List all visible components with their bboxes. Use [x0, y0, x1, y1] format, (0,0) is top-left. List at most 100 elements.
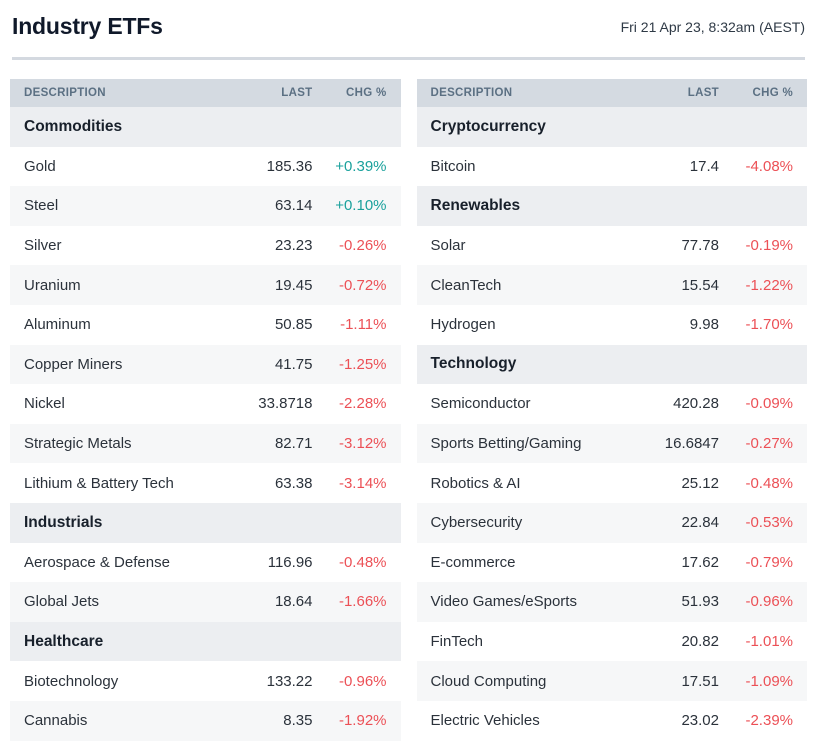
chg-value: -0.09%: [719, 384, 807, 424]
table-header-row: DESCRIPTION LAST CHG %: [416, 79, 807, 107]
table-row: Solar 77.78 -0.19%: [416, 225, 807, 266]
instrument-name: Uranium: [10, 265, 231, 305]
column-header-description: DESCRIPTION: [10, 79, 231, 107]
section-empty-last: [230, 621, 313, 662]
table-row: Lithium & Battery Tech 63.38 -3.14%: [10, 463, 401, 503]
table-row: Hydrogen 9.98 -1.70%: [416, 304, 807, 345]
instrument-name: Lithium & Battery Tech: [10, 463, 231, 503]
column-header-chg: CHG %: [312, 79, 401, 107]
last-value: 51.93: [637, 582, 719, 622]
instrument-name: E-commerce: [416, 542, 637, 583]
chg-value: -0.27%: [719, 423, 807, 464]
instrument-name: Cannabis: [10, 700, 231, 741]
table-row: Gold 185.36 +0.39%: [10, 146, 401, 187]
section-label: Healthcare: [10, 621, 231, 662]
table-row: E-commerce 17.62 -0.79%: [416, 542, 807, 583]
last-value: 63.38: [230, 463, 313, 503]
table-header-row: DESCRIPTION LAST CHG %: [10, 79, 401, 107]
instrument-name: FinTech: [416, 621, 637, 662]
last-value: 82.71: [230, 423, 313, 464]
section-label: Technology: [416, 344, 637, 385]
page-title: Industry ETFs: [12, 13, 163, 39]
table-row: Uranium 19.45 -0.72%: [10, 265, 401, 305]
table-row: Steel 63.14 +0.10%: [10, 186, 401, 226]
table-row: Global Jets 18.64 -1.66%: [10, 582, 401, 622]
last-value: 23.02: [637, 700, 719, 741]
table-row: Cloud Computing 17.51 -1.09%: [416, 661, 807, 701]
table-row: Bitcoin 17.4 -4.08%: [416, 146, 807, 187]
instrument-name: Electric Vehicles: [416, 700, 637, 741]
last-value: 25.12: [637, 463, 719, 503]
table-row: Cannabis 8.35 -1.92%: [10, 700, 401, 741]
chg-value: -0.48%: [312, 542, 401, 583]
table-row: Copper Miners 41.75 -1.25%: [10, 344, 401, 385]
instrument-name: Aluminum: [10, 304, 231, 345]
chg-value: -0.48%: [719, 463, 807, 503]
chg-value: -0.72%: [312, 265, 401, 305]
instrument-name: CleanTech: [416, 265, 637, 305]
section-empty-chg: [719, 107, 807, 147]
instrument-name: Silver: [10, 225, 231, 266]
last-value: 33.8718: [230, 384, 313, 424]
last-value: 16.6847: [637, 423, 719, 464]
instrument-name: Sports Betting/Gaming: [416, 423, 637, 464]
instrument-name: Nickel: [10, 384, 231, 424]
section-row: Cryptocurrency: [416, 107, 807, 147]
table-row: Biotechnology 133.22 -0.96%: [10, 661, 401, 701]
instrument-name: Solar: [416, 225, 637, 266]
chg-value: -0.26%: [312, 225, 401, 266]
etf-price-table: DESCRIPTION LAST CHG % Commodities Gold 185.3…: [10, 79, 401, 741]
chg-value: -1.25%: [312, 344, 401, 385]
section-empty-last: [637, 186, 719, 226]
section-row: Renewables: [416, 186, 807, 226]
chg-value: -0.19%: [719, 225, 807, 266]
chg-value: -1.22%: [719, 265, 807, 305]
chg-value: -1.11%: [312, 304, 401, 345]
section-row: Technology: [416, 344, 807, 385]
section-label: Cryptocurrency: [416, 107, 637, 147]
chg-value: -1.09%: [719, 661, 807, 701]
section-empty-chg: [312, 107, 401, 147]
section-empty-chg: [312, 502, 401, 543]
right-etf-table: DESCRIPTION LAST CHG % Cryptocurrency Bitcoi…: [416, 79, 807, 741]
last-value: 8.35: [230, 700, 313, 741]
table-row: Sports Betting/Gaming 16.6847 -0.27%: [416, 423, 807, 464]
last-value: 63.14: [230, 186, 313, 226]
column-header-chg: CHG %: [719, 79, 807, 107]
instrument-name: Semiconductor: [416, 384, 637, 424]
section-label: Renewables: [416, 186, 637, 226]
table-row: Cybersecurity 22.84 -0.53%: [416, 502, 807, 543]
table-row: Nickel 33.8718 -2.28%: [10, 384, 401, 424]
section-empty-chg: [312, 621, 401, 662]
left-etf-table: DESCRIPTION LAST CHG % Commodities Gold 185.3…: [10, 79, 401, 741]
table-row: Electric Vehicles 23.02 -2.39%: [416, 700, 807, 741]
instrument-name: Steel: [10, 186, 231, 226]
section-empty-last: [230, 502, 313, 543]
last-value: 116.96: [230, 542, 313, 583]
chg-value: -1.92%: [312, 700, 401, 741]
chg-value: -2.28%: [312, 384, 401, 424]
chg-value: -3.12%: [312, 423, 401, 464]
last-value: 420.28: [637, 384, 719, 424]
section-label: Industrials: [10, 502, 231, 543]
last-value: 41.75: [230, 344, 313, 385]
chg-value: -1.01%: [719, 621, 807, 662]
table-row: Robotics & AI 25.12 -0.48%: [416, 463, 807, 503]
column-header-description: DESCRIPTION: [416, 79, 637, 107]
instrument-name: Copper Miners: [10, 344, 231, 385]
last-value: 20.82: [637, 621, 719, 662]
instrument-name: Biotechnology: [10, 661, 231, 701]
table-row: FinTech 20.82 -1.01%: [416, 621, 807, 662]
table-row: Silver 23.23 -0.26%: [10, 225, 401, 266]
last-value: 17.4: [637, 146, 719, 187]
chg-value: -3.14%: [312, 463, 401, 503]
last-value: 19.45: [230, 265, 313, 305]
header-divider: [12, 57, 805, 60]
timestamp: Fri 21 Apr 23, 8:32am (AEST): [620, 18, 805, 35]
last-value: 15.54: [637, 265, 719, 305]
tables-container: DESCRIPTION LAST CHG % Commodities Gold 185.3…: [10, 79, 807, 741]
instrument-name: Video Games/eSports: [416, 582, 637, 622]
section-row: Healthcare: [10, 621, 401, 662]
table-row: CleanTech 15.54 -1.22%: [416, 265, 807, 305]
